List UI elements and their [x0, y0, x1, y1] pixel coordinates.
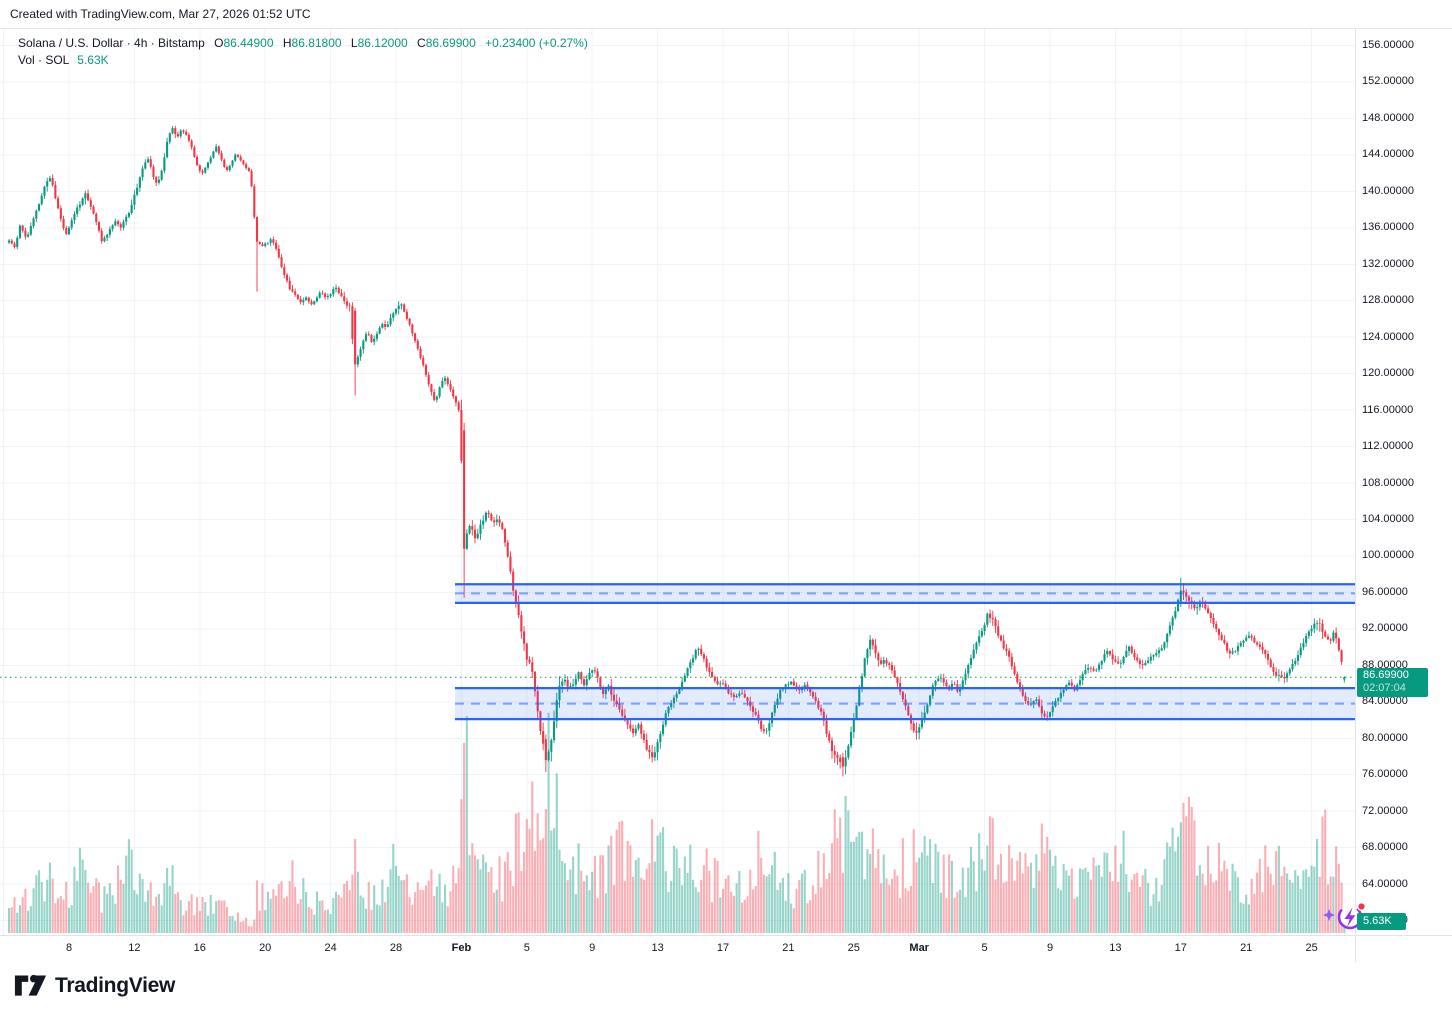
last-price-badge: 86.69900 02:07:04	[1357, 668, 1428, 697]
notification-dot	[1357, 901, 1367, 911]
price-tick-label: 132.00000	[1362, 257, 1414, 270]
high-label: H	[282, 36, 292, 50]
last-volume-badge: 5.63K	[1357, 913, 1406, 930]
volume-label[interactable]: Vol · SOL	[18, 53, 69, 67]
price-tick-label: 136.00000	[1362, 221, 1414, 234]
price-tick-label: 144.00000	[1362, 148, 1414, 161]
volume-value: 5.63K	[77, 53, 109, 67]
price-tick-label: 120.00000	[1362, 367, 1414, 380]
price-tick-label: 100.00000	[1362, 549, 1414, 562]
symbol-title[interactable]: Solana / U.S. Dollar · 4h · Bitstamp	[18, 36, 205, 50]
axis-separators	[0, 28, 1452, 962]
price-tick-label: 84.00000	[1362, 695, 1408, 708]
change-value: +0.23400 (+0.27%)	[485, 36, 588, 50]
price-tick-label: 128.00000	[1362, 294, 1414, 307]
time-tick-label: 13	[1109, 942, 1122, 954]
attribution-text: Created with TradingView.com, Mar 27, 20…	[10, 7, 311, 21]
chart-legend: Solana / U.S. Dollar · 4h · Bitstamp O86…	[18, 35, 588, 69]
time-tick-label: 17	[716, 942, 730, 954]
close-value: 86.69900	[425, 36, 476, 50]
time-tick-label: 21	[782, 942, 795, 954]
legend-row-main: Solana / U.S. Dollar · 4h · Bitstamp O86…	[18, 35, 588, 52]
price-tick-label: 72.00000	[1362, 804, 1408, 817]
time-tick-label: 9	[589, 942, 596, 954]
price-tick-label: 68.00000	[1362, 841, 1408, 854]
parallel-channel-drawings[interactable]	[455, 583, 1355, 721]
high-value: 86.81800	[291, 36, 342, 50]
parallel-channel[interactable]	[455, 583, 1355, 605]
bar-countdown: 02:07:04	[1363, 682, 1406, 694]
candlesticks	[8, 125, 1346, 777]
time-tick-label: 25	[1305, 942, 1318, 954]
time-tick-label: 21	[1240, 942, 1253, 954]
open-value: 86.44900	[223, 36, 274, 50]
time-tick-label: 25	[847, 942, 860, 954]
time-tick-label: 20	[259, 942, 272, 954]
tradingview-logomark	[14, 974, 47, 996]
price-tick-label: 148.00000	[1362, 111, 1414, 124]
price-tick-label: 96.00000	[1362, 585, 1408, 598]
time-tick-label: 16	[193, 942, 206, 954]
low-label: L	[350, 36, 358, 50]
volume-bars	[8, 712, 1346, 933]
time-tick-label: Feb	[451, 942, 472, 954]
time-tick-label: 13	[651, 942, 664, 954]
open-label: O	[214, 36, 224, 50]
price-tick-label: 112.00000	[1362, 440, 1414, 453]
price-tick-label: 116.00000	[1362, 403, 1414, 416]
tradingview-logo-text: TradingView	[55, 974, 176, 997]
price-tick-label: 140.00000	[1362, 184, 1414, 197]
sparkle-icon	[1323, 909, 1335, 921]
grid-lines	[0, 28, 1355, 935]
price-tick-label: 88.00000	[1362, 658, 1408, 671]
time-tick-label: 8	[65, 942, 73, 954]
price-tick-label: 108.00000	[1362, 476, 1414, 489]
close-label: C	[417, 36, 426, 50]
last-price-value: 86.69900	[1363, 669, 1409, 681]
time-tick-label: 17	[1174, 942, 1187, 954]
time-tick-label: 28	[389, 942, 403, 954]
price-tick-label: 124.00000	[1362, 330, 1414, 343]
tradingview-logo[interactable]: TradingView	[14, 972, 175, 1000]
price-tick-label: 64.00000	[1362, 877, 1408, 890]
price-tick-label: 92.00000	[1362, 622, 1408, 635]
price-tick-label: 76.00000	[1362, 768, 1408, 781]
lightning-icon	[1344, 907, 1356, 927]
time-tick-label: Mar	[909, 942, 929, 954]
time-tick-label: 5	[523, 942, 530, 954]
time-tick-label: 24	[324, 942, 337, 954]
price-tick-label: 152.00000	[1362, 75, 1414, 88]
price-tick-label: 80.00000	[1362, 731, 1408, 744]
time-tick-label: 9	[1046, 942, 1054, 954]
price-tick-label: 104.00000	[1362, 512, 1414, 525]
low-value: 86.12000	[357, 36, 408, 50]
parallel-channel[interactable]	[455, 687, 1355, 721]
time-tick-label: 12	[128, 942, 141, 954]
price-tick-label: 156.00000	[1362, 39, 1414, 51]
time-tick-label: 5	[981, 942, 988, 954]
legend-row-volume: Vol · SOL 5.63K	[18, 52, 588, 69]
